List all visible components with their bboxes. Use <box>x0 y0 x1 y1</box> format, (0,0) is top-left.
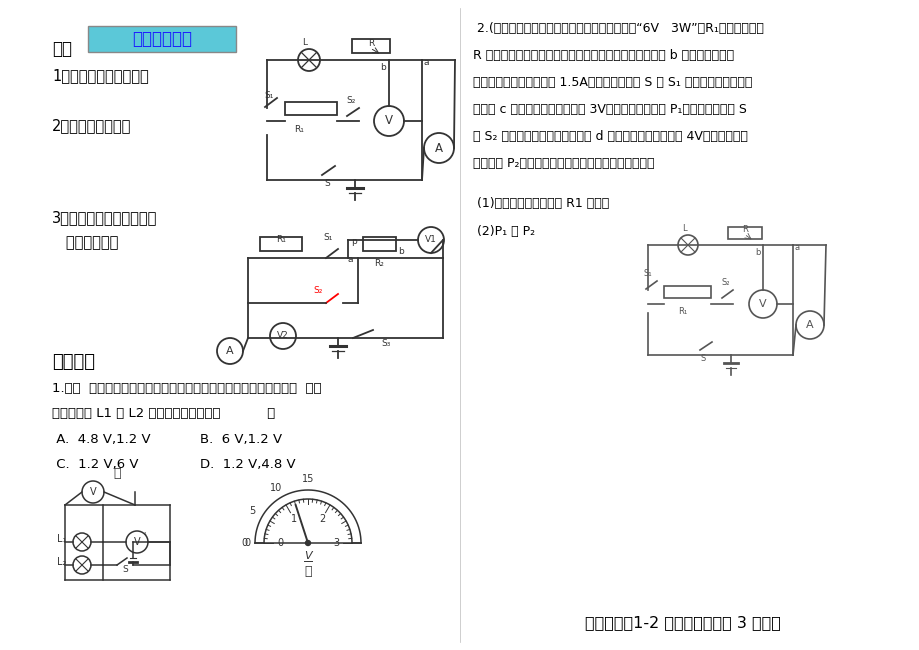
Text: a: a <box>424 58 429 67</box>
Text: b: b <box>754 248 759 257</box>
Text: S₁: S₁ <box>323 233 333 242</box>
Bar <box>727 227 761 239</box>
Text: S: S <box>122 565 128 574</box>
Text: p: p <box>351 237 357 246</box>
Text: L: L <box>302 38 307 47</box>
Text: 四、作业：1-2 题（必做），第 3 题选做: 四、作业：1-2 题（必做），第 3 题选做 <box>584 615 780 630</box>
Text: R₂: R₂ <box>374 259 383 268</box>
Text: 5: 5 <box>249 506 255 516</box>
Text: 0: 0 <box>244 538 250 548</box>
Circle shape <box>126 531 148 553</box>
Text: S₃: S₃ <box>380 339 391 348</box>
Text: a: a <box>794 243 800 252</box>
Text: R: R <box>368 39 374 48</box>
Text: 及接入部分。: 及接入部分。 <box>52 235 119 250</box>
Text: 练习二：: 练习二： <box>52 353 95 371</box>
Text: A: A <box>226 346 233 356</box>
Text: B.  6 V,1.2 V: B. 6 V,1.2 V <box>199 433 282 446</box>
Text: 常发光，电流表的示数为 1.5A。当只闭合开关 S 和 S₁ 时，滑动变阵器的滑: 常发光，电流表的示数为 1.5A。当只闭合开关 S 和 S₁ 时，滑动变阵器的滑 <box>472 76 752 89</box>
Text: R₁: R₁ <box>276 235 286 244</box>
Text: D.  1.2 V,4.8 V: D. 1.2 V,4.8 V <box>199 458 295 471</box>
Bar <box>664 286 710 298</box>
Text: S₂: S₂ <box>313 286 323 295</box>
Text: S: S <box>323 179 330 188</box>
Text: ₁: ₁ <box>144 530 147 536</box>
Text: V: V <box>133 537 141 547</box>
Text: L: L <box>681 224 686 233</box>
Circle shape <box>374 106 403 136</box>
Text: L₁: L₁ <box>57 534 66 544</box>
Text: 15: 15 <box>301 474 314 484</box>
Text: A: A <box>435 142 443 155</box>
Text: 甲: 甲 <box>113 467 120 480</box>
Text: V2: V2 <box>277 332 289 341</box>
Circle shape <box>748 290 777 318</box>
Text: R₁: R₁ <box>294 125 303 134</box>
Text: 0: 0 <box>241 538 247 548</box>
Text: 1.在图  甲所示电路中，当闭合开关后，两个电压表指针偏转均为图  乙所: 1.在图 甲所示电路中，当闭合开关后，两个电压表指针偏转均为图 乙所 <box>52 382 322 395</box>
Text: b: b <box>398 247 403 256</box>
Text: a: a <box>347 255 353 264</box>
Text: b: b <box>380 63 385 72</box>
Text: 2、电表所测对象？: 2、电表所测对象？ <box>52 118 131 133</box>
Text: C.  1.2 V,6 V: C. 1.2 V,6 V <box>52 458 139 471</box>
Text: 电路图分析：: 电路图分析： <box>131 30 192 48</box>
Circle shape <box>217 338 243 364</box>
Text: A.  4.8 V,1.2 V: A. 4.8 V,1.2 V <box>52 433 151 446</box>
Text: R 为滑动变阵器。当开关都闭合，滑动变阵器的滑片位于 b 端时，灯恰能正: R 为滑动变阵器。当开关都闭合，滑动变阵器的滑片位于 b 端时，灯恰能正 <box>472 49 733 62</box>
Text: 的功率为 P₂。灯丝的电阔与电源电压保持不变，求：: 的功率为 P₂。灯丝的电阔与电源电压保持不变，求： <box>472 157 653 170</box>
Text: 3: 3 <box>333 538 339 548</box>
Text: L₂: L₂ <box>57 557 66 567</box>
Text: 3、滑动变阵器接入的方式: 3、滑动变阵器接入的方式 <box>52 210 157 225</box>
Text: 片位于 c 点时，电压表的示数为 3V，灯泡的电功率为 P₁；当只闭合开关 S: 片位于 c 点时，电压表的示数为 3V，灯泡的电功率为 P₁；当只闭合开关 S <box>472 103 746 116</box>
Bar <box>352 39 390 53</box>
Text: R₁: R₁ <box>677 307 686 316</box>
Text: S₂: S₂ <box>721 278 730 287</box>
Text: R: R <box>742 225 747 234</box>
Text: S₁: S₁ <box>643 269 652 278</box>
Text: V: V <box>304 551 312 561</box>
Text: 1: 1 <box>290 514 297 524</box>
Text: (2)P₁ 和 P₂: (2)P₁ 和 P₂ <box>472 225 535 238</box>
Circle shape <box>269 323 296 349</box>
Bar <box>285 102 336 115</box>
Circle shape <box>795 311 823 339</box>
Text: V: V <box>758 299 766 309</box>
Bar <box>260 237 301 251</box>
Text: S₁: S₁ <box>264 90 273 99</box>
Circle shape <box>305 541 311 545</box>
Text: 2: 2 <box>319 514 324 524</box>
Text: V: V <box>384 114 392 127</box>
Text: 乙: 乙 <box>304 565 312 578</box>
Text: V: V <box>89 487 96 497</box>
Text: 1、用电器的连接方式？: 1、用电器的连接方式？ <box>52 68 149 83</box>
Text: 示，则灯泡 L1 和 L2 两端的电压分别为（           ）: 示，则灯泡 L1 和 L2 两端的电压分别为（ ） <box>52 407 275 420</box>
Text: 三、: 三、 <box>52 40 72 58</box>
Text: V1: V1 <box>425 235 437 244</box>
Text: 和 S₂ 时，滑动变阵器的滑片位于 d 点时，电压表的示数为 4V，滑动变阵器: 和 S₂ 时，滑动变阵器的滑片位于 d 点时，电压表的示数为 4V，滑动变阵器 <box>472 130 747 143</box>
FancyBboxPatch shape <box>88 26 236 52</box>
Text: (1)电源电压和定値电阔 R1 的阔値: (1)电源电压和定値电阔 R1 的阔値 <box>472 197 608 210</box>
Text: 0: 0 <box>277 538 283 548</box>
Circle shape <box>82 481 104 503</box>
Bar <box>363 237 395 251</box>
Text: S: S <box>699 354 705 363</box>
Circle shape <box>424 133 453 163</box>
Circle shape <box>417 227 444 253</box>
Text: 10: 10 <box>269 482 282 493</box>
Text: 2.(北京朝阳区二模）如图所示电路，灯泡标有“6V   3W”，R₁为定値电阔、: 2.(北京朝阳区二模）如图所示电路，灯泡标有“6V 3W”，R₁为定値电阔、 <box>472 22 763 35</box>
Text: A: A <box>805 320 813 330</box>
Text: S₂: S₂ <box>346 96 355 105</box>
